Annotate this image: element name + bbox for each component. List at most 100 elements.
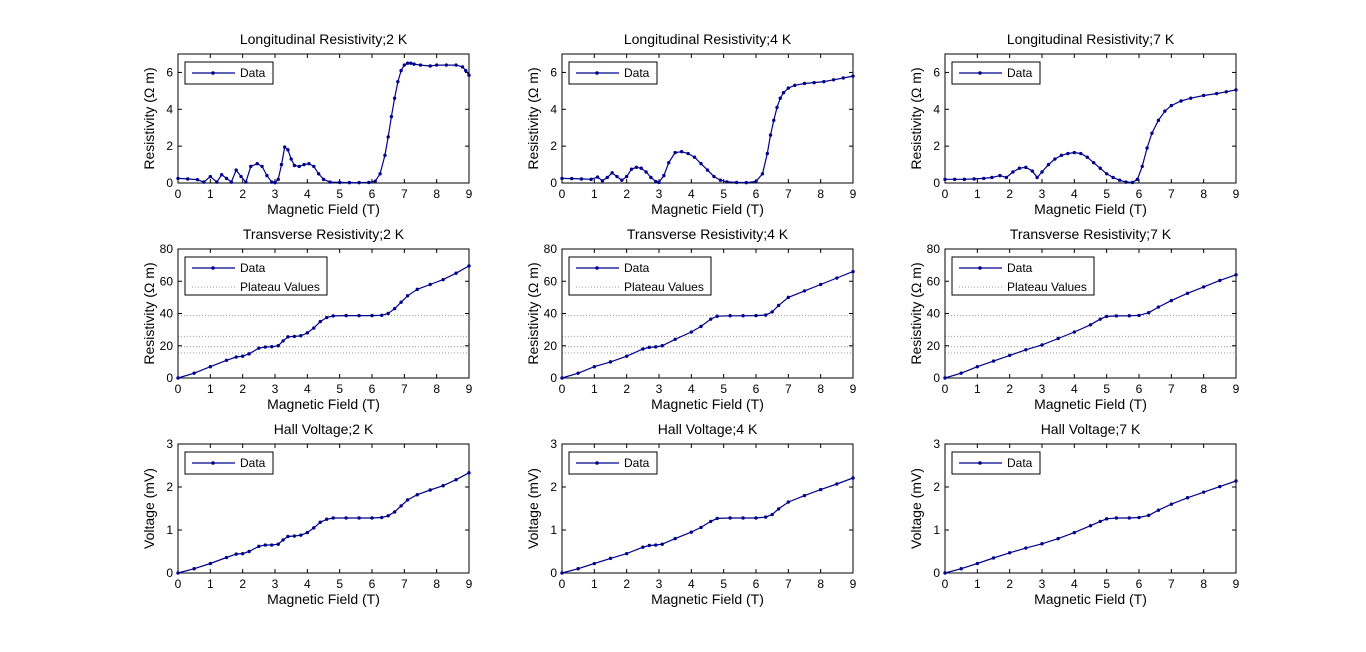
data-point xyxy=(851,74,855,78)
series-line xyxy=(944,480,1237,574)
x-axis-label: Magnetic Field (T) xyxy=(651,201,764,217)
data-point xyxy=(1017,166,1022,170)
x-tick-label: 4 xyxy=(304,187,311,201)
data-point xyxy=(600,179,605,183)
x-tick-label: 4 xyxy=(1071,187,1078,201)
data-point xyxy=(418,63,423,67)
data-point xyxy=(718,178,723,182)
chart-title: Hall Voltage;2 K xyxy=(274,421,374,437)
x-tick-label: 0 xyxy=(559,577,566,591)
data-point xyxy=(776,303,781,308)
x-tick-label: 7 xyxy=(785,187,792,201)
data-point xyxy=(289,157,293,161)
x-tick-label: 0 xyxy=(559,187,566,201)
data-point xyxy=(679,149,684,154)
y-axis-label: Voltage (mV) xyxy=(525,468,541,549)
data-point xyxy=(176,176,180,181)
data-point xyxy=(620,178,624,182)
x-tick-label: 6 xyxy=(1136,187,1143,201)
data-point xyxy=(1114,314,1119,318)
x-tick-label: 3 xyxy=(1039,382,1046,396)
data-point xyxy=(624,551,629,556)
data-point xyxy=(673,150,677,155)
x-tick-label: 8 xyxy=(817,577,824,591)
x-tick-label: 4 xyxy=(688,577,695,591)
x-tick-label: 8 xyxy=(433,187,440,201)
data-point xyxy=(255,161,259,166)
data-point xyxy=(337,180,342,185)
chart-panel-8: 0 1 2 3 4 5 6 7 8 9 0 1 2 3 Hall Voltage;4 K Magnetic F… xyxy=(525,421,857,607)
legend-marker xyxy=(595,461,599,465)
legend-label: Data xyxy=(624,456,650,470)
data-point xyxy=(1066,151,1070,156)
data-point xyxy=(786,500,791,504)
data-point xyxy=(1085,155,1089,159)
y-tick-label: 40 xyxy=(544,307,558,321)
data-point xyxy=(1201,93,1206,98)
data-point xyxy=(647,543,651,548)
data-point xyxy=(770,310,774,314)
data-point xyxy=(224,555,229,560)
legend-label: Plateau Values xyxy=(240,280,320,294)
data-point xyxy=(234,168,238,172)
data-point xyxy=(454,271,458,275)
chart-panel-2: 0 1 2 3 4 5 6 7 8 9 0 2 4 6 Longitudinal Resistivity;4… xyxy=(525,31,857,217)
data-point xyxy=(208,365,213,369)
data-point xyxy=(1127,516,1132,520)
data-point xyxy=(1059,153,1064,158)
data-point xyxy=(367,180,371,185)
data-point xyxy=(380,515,384,520)
x-tick-label: 2 xyxy=(239,187,246,201)
data-point xyxy=(764,313,768,317)
chart-title: Hall Voltage;4 K xyxy=(658,421,758,437)
data-point xyxy=(357,180,361,185)
x-tick-label: 8 xyxy=(433,382,440,396)
data-point xyxy=(392,96,397,100)
x-tick-label: 5 xyxy=(720,577,727,591)
data-point xyxy=(610,171,614,175)
y-axis-label: Resistivity (Ω m) xyxy=(525,67,541,169)
data-point xyxy=(841,76,845,80)
data-point xyxy=(380,313,384,317)
legend-label: Data xyxy=(1007,66,1033,80)
data-point xyxy=(344,516,348,520)
data-point xyxy=(176,571,180,575)
x-tick-label: 7 xyxy=(785,382,792,396)
data-point xyxy=(1156,508,1161,512)
data-point xyxy=(654,543,658,547)
x-tick-label: 1 xyxy=(591,577,598,591)
data-point xyxy=(1098,519,1102,524)
data-point xyxy=(415,287,419,292)
x-tick-label: 4 xyxy=(1071,382,1078,396)
data-point xyxy=(608,556,613,561)
y-tick-label: 4 xyxy=(933,102,940,116)
x-tick-label: 2 xyxy=(1006,187,1013,201)
legend-label: Data xyxy=(240,261,266,275)
data-point xyxy=(975,365,980,369)
data-point xyxy=(454,63,458,67)
x-tick-label: 4 xyxy=(1071,577,1078,591)
x-tick-label: 2 xyxy=(1006,577,1013,591)
data-point xyxy=(1156,305,1161,309)
chart-panel-7: 0 1 2 3 4 5 6 7 8 9 0 1 2 3 Hall Voltage;2 K Magnetic F… xyxy=(141,421,473,607)
data-point xyxy=(1024,348,1028,352)
data-point xyxy=(1169,298,1174,303)
data-point xyxy=(292,163,297,168)
x-axis-label: Magnetic Field (T) xyxy=(651,396,764,412)
data-point xyxy=(1117,178,1122,182)
data-point xyxy=(812,80,816,85)
chart-panel-5: 0 1 2 3 4 5 6 7 8 9 0 20 40 60 80 Transverse Resistivit… xyxy=(525,226,857,412)
data-point xyxy=(1185,496,1190,500)
data-point xyxy=(405,294,410,298)
data-point xyxy=(399,504,403,508)
data-point xyxy=(1072,330,1077,334)
y-tick-label: 80 xyxy=(927,242,941,256)
data-point xyxy=(764,515,768,519)
y-tick-label: 0 xyxy=(166,371,173,385)
x-tick-label: 5 xyxy=(336,187,343,201)
data-point xyxy=(192,371,196,375)
data-point xyxy=(775,105,779,110)
data-point xyxy=(302,162,306,167)
legend: Data xyxy=(951,61,1041,85)
data-point xyxy=(383,153,387,158)
